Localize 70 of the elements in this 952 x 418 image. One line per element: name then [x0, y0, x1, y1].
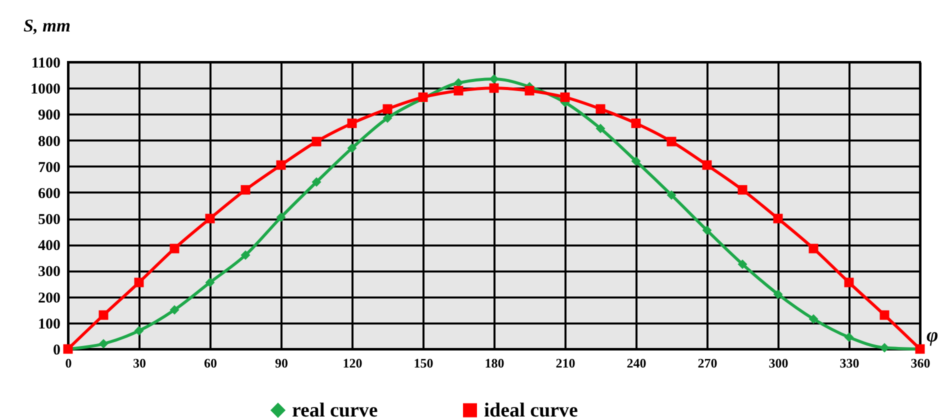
point	[666, 190, 676, 200]
point	[98, 339, 108, 349]
point	[702, 160, 712, 170]
point	[205, 214, 215, 224]
point	[738, 259, 748, 269]
x-tick-label: 330	[840, 356, 860, 370]
x-axis-title: φ	[926, 324, 938, 346]
point	[808, 244, 818, 254]
x-tick-label: 90	[275, 356, 288, 370]
point	[382, 104, 392, 114]
point	[382, 113, 392, 123]
x-tick-label: 150	[414, 356, 434, 370]
point	[134, 278, 144, 288]
point	[773, 214, 783, 224]
point	[880, 342, 890, 352]
y-tick-label: 300	[38, 264, 60, 280]
point	[98, 310, 108, 320]
y-tick-label: 400	[38, 238, 60, 254]
point	[596, 124, 606, 134]
y-tick-label: 800	[38, 134, 60, 150]
x-tick-label: 60	[204, 356, 217, 370]
point	[240, 250, 250, 260]
y-tick-label: 1000	[30, 82, 60, 98]
x-tick-label: 0	[65, 356, 72, 370]
y-tick-label: 700	[38, 160, 60, 176]
x-tick-label: 300	[768, 356, 788, 370]
point	[489, 83, 499, 93]
y-tick-label: 0	[53, 342, 60, 358]
point	[631, 156, 641, 166]
y-tick-label: 500	[38, 212, 60, 228]
point	[454, 86, 464, 96]
x-tick-label: 360	[910, 356, 930, 370]
legend-label: real curve	[292, 399, 378, 418]
point	[560, 92, 570, 102]
point	[347, 143, 357, 153]
x-tick-label: 120	[342, 356, 362, 370]
point	[170, 305, 180, 315]
y-tick-label: 100	[38, 316, 60, 332]
point	[276, 160, 286, 170]
y-tick-label: 1100	[31, 56, 60, 72]
point	[666, 136, 676, 146]
point	[347, 118, 357, 128]
x-tick-label: 30	[133, 356, 146, 370]
point	[240, 185, 250, 195]
point	[170, 244, 180, 254]
point	[524, 86, 534, 96]
x-tick-label: 210	[556, 356, 576, 370]
point	[489, 74, 499, 84]
y-tick-label: 200	[38, 290, 60, 306]
point	[773, 289, 783, 299]
x-tick-label: 180	[484, 356, 504, 370]
y-axis-title: S, mm	[24, 16, 71, 36]
point	[631, 118, 641, 128]
point	[738, 185, 748, 195]
point	[844, 332, 854, 342]
point	[312, 177, 322, 187]
point	[844, 278, 854, 288]
y-tick-label: 900	[38, 108, 60, 124]
x-tick-label: 240	[626, 356, 646, 370]
x-tick-label: 270	[698, 356, 718, 370]
point	[596, 104, 606, 114]
point	[702, 226, 712, 236]
point	[312, 136, 322, 146]
point	[205, 278, 215, 288]
point	[134, 326, 144, 336]
y-tick-label: 600	[38, 186, 60, 202]
point	[880, 310, 890, 320]
point	[808, 314, 818, 324]
legend-label: ideal curve	[484, 399, 578, 418]
point	[276, 212, 286, 222]
